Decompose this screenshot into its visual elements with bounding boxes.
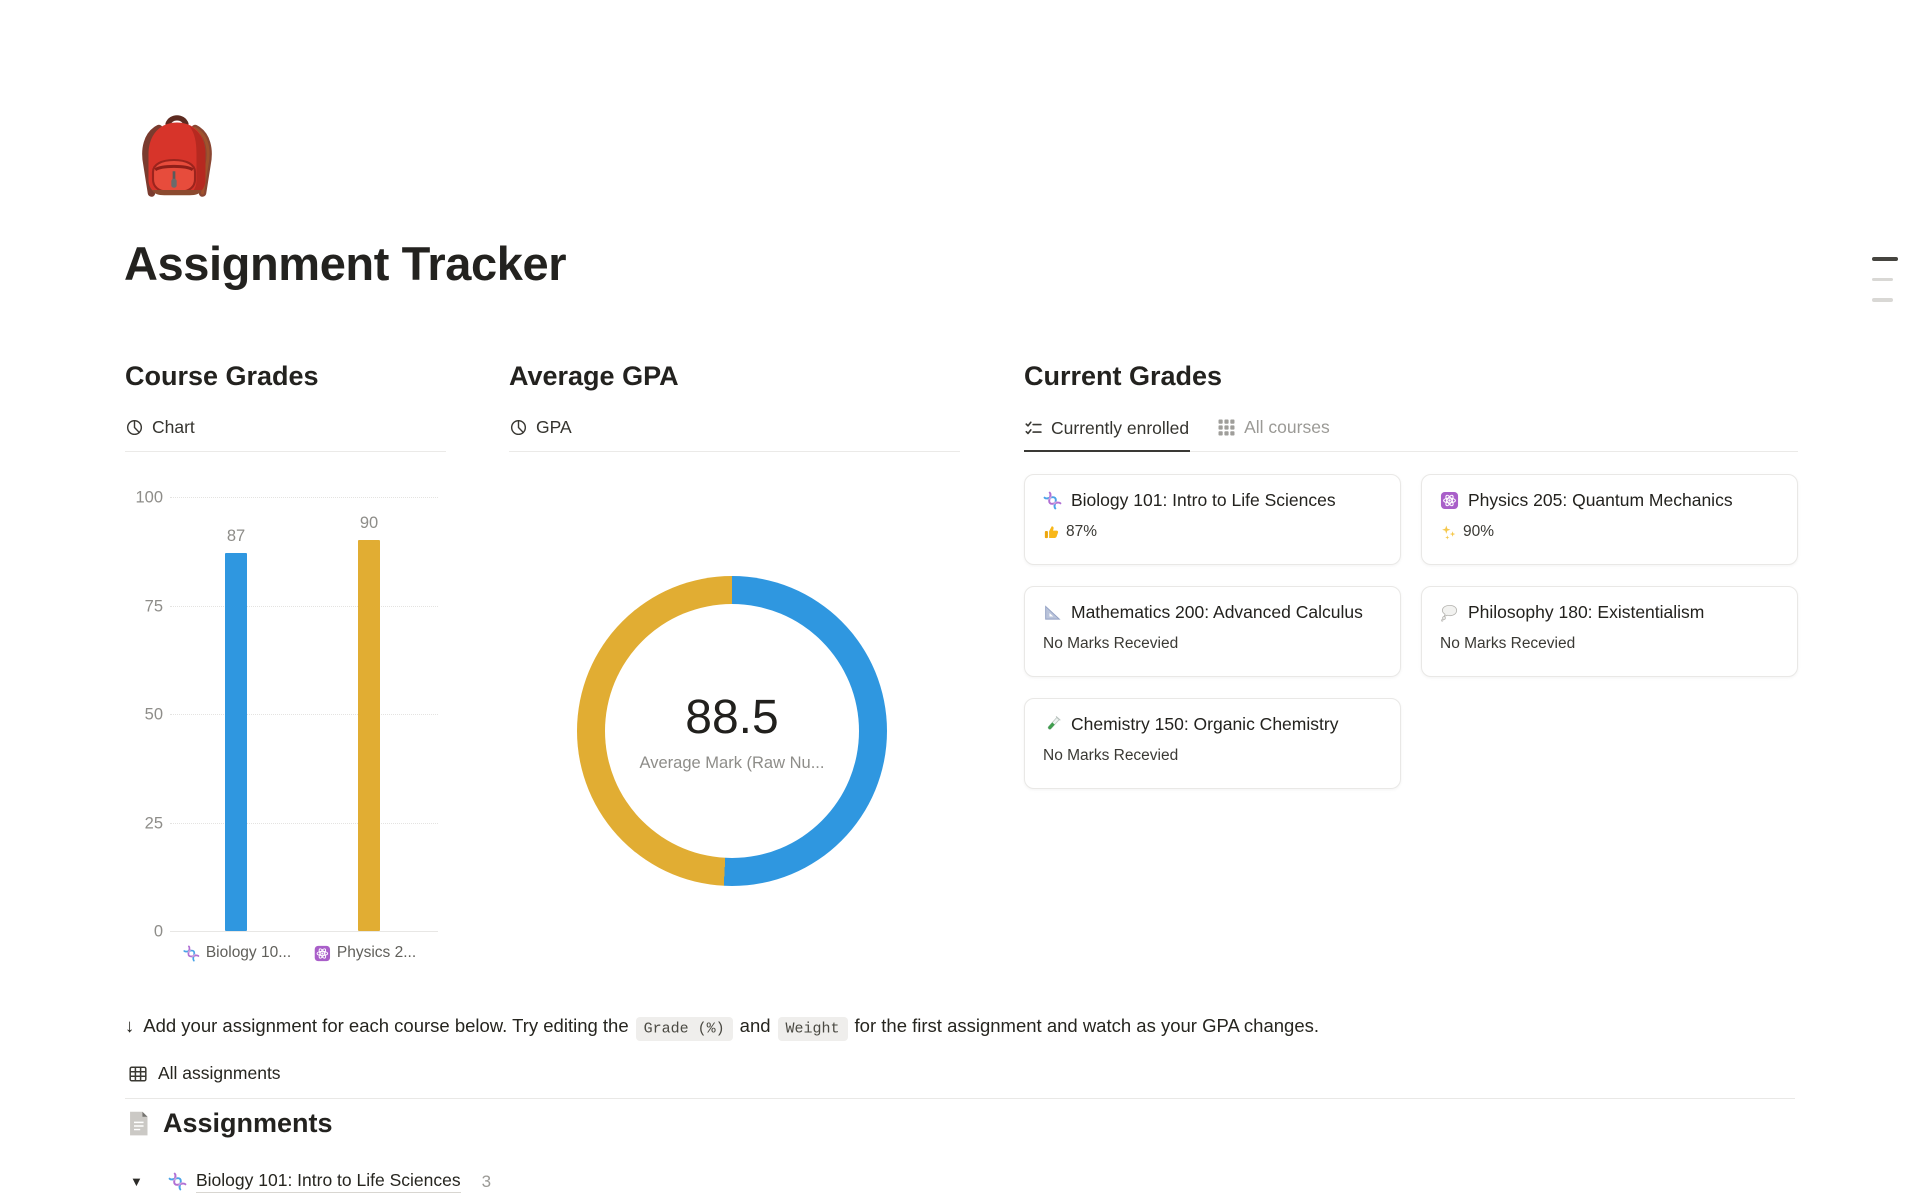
donut-ring [577,576,887,886]
dna-icon [168,1172,187,1191]
course-mark: No Marks Recevied [1043,635,1179,652]
course-mark: No Marks Recevied [1440,635,1576,652]
dna-icon [1043,491,1062,510]
help-text-between: and [739,1015,771,1036]
course-title: Chemistry 150: Organic Chemistry [1071,714,1339,734]
y-tick: 0 [153,922,163,941]
course-card-chemistry[interactable]: Chemistry 150: Organic Chemistry No Mark… [1024,698,1401,789]
course-title: Philosophy 180: Existentialism [1468,602,1705,622]
gridline-25 [170,823,438,824]
course-mark: 90% [1463,523,1495,540]
y-tick: 50 [144,705,163,724]
toc-line [1872,277,1893,281]
inline-code-grade: Grade (%) [635,1016,733,1041]
thought-balloon-icon [1440,603,1459,622]
course-grades-heading: Course Grades [125,361,319,391]
down-arrow-icon: ↓ [125,1015,135,1036]
atom-icon [1440,491,1459,510]
tab-all-courses-label: All courses [1244,417,1330,437]
pie-chart-icon [125,418,144,437]
tab-gpa-label: GPA [536,417,572,437]
gridline-50 [170,714,438,715]
tab-chart[interactable]: Chart [125,417,196,451]
backpack-icon [123,106,231,214]
average-gpa-donut-chart: 88.5 Average Mark (Raw Nu... [509,474,960,974]
course-mark: 87% [1066,523,1098,540]
course-card-biology[interactable]: Biology 101: Intro to Life Sciences 87% [1024,474,1401,565]
course-card-mathematics[interactable]: Mathematics 200: Advanced Calculus No Ma… [1024,586,1401,677]
triangular-ruler-icon [1043,603,1062,622]
x-axis-line [170,931,438,932]
x-label-text: Biology 10... [205,944,292,961]
average-mark-label: Average Mark (Raw Nu... [639,753,825,772]
donut-center-text: 88.5 Average Mark (Raw Nu... [577,576,887,886]
assignment-group-link[interactable]: Biology 101: Intro to Life Sciences [196,1170,461,1193]
course-title: Mathematics 200: Advanced Calculus [1071,602,1363,622]
assignments-heading-label: Assignments [163,1108,333,1138]
toc-line [1872,298,1893,302]
grid-icon [1217,418,1236,437]
course-card-philosophy[interactable]: Philosophy 180: Existentialism No Marks … [1421,586,1798,677]
course-grades-bar-chart: 100 75 50 25 0 87 90 Biology 10... Physi… [125,474,446,974]
test-tube-icon [1043,715,1062,734]
thumbs-up-icon [1043,524,1060,541]
x-label-text: Physics 2... [336,944,417,961]
all-assignments-link[interactable]: All assignments [128,1063,281,1084]
current-grades-section: Current Grades Currently enrolled All co… [1024,360,1798,974]
course-grades-viewbar: Chart [125,417,446,452]
bar-physics: 90 [358,514,380,931]
table-icon [128,1064,148,1084]
course-title: Physics 205: Quantum Mechanics [1468,490,1733,510]
y-tick: 75 [144,597,163,616]
average-gpa-section: Average GPA GPA 88.5 Average Mark (Raw N… [509,360,960,974]
average-gpa-heading: Average GPA [509,361,679,391]
tab-currently-enrolled-label: Currently enrolled [1051,417,1190,438]
toc-line-active [1872,257,1898,261]
course-cards-grid: Biology 101: Intro to Life Sciences 87% … [1024,474,1798,789]
y-tick: 25 [144,814,163,833]
tab-chart-label: Chart [152,417,195,437]
average-gpa-viewbar: GPA [509,417,960,452]
inline-code-weight: Weight [777,1016,848,1041]
document-icon [125,1110,152,1137]
course-card-physics[interactable]: Physics 205: Quantum Mechanics 90% [1421,474,1798,565]
course-mark: No Marks Recevied [1043,747,1179,764]
page-icon-backpack[interactable] [123,106,231,214]
gridline-75 [170,606,438,607]
section-divider [125,1098,1795,1099]
help-text-after: for the first assignment and watch as yo… [854,1015,1319,1036]
bar-biology: 87 [225,527,247,931]
sparkles-icon [1440,524,1457,541]
assignments-heading: Assignments [125,1108,333,1139]
gridline-100 [170,497,438,498]
course-title: Biology 101: Intro to Life Sciences [1071,490,1336,510]
atom-icon [314,945,331,962]
help-paragraph: ↓ Add your assignment for each course bel… [125,1012,1815,1042]
assignment-group-count: 3 [481,1171,492,1191]
assignment-group-row: ▼ Biology 101: Intro to Life Sciences 3 [130,1170,491,1193]
dashboard-columns: Course Grades Chart 100 75 50 25 0 87 90 [125,360,1798,974]
page-title[interactable]: Assignment Tracker [124,237,567,290]
checklist-icon [1024,419,1043,438]
average-mark-value: 88.5 [685,690,779,744]
current-grades-viewbar: Currently enrolled All courses [1024,417,1798,452]
bar-value-label: 87 [226,526,246,545]
help-text-before: Add your assignment for each course belo… [143,1015,629,1036]
y-tick: 100 [135,488,163,507]
x-label-biology: Biology 10... [183,944,291,962]
tab-all-courses[interactable]: All courses [1217,417,1331,451]
course-grades-section: Course Grades Chart 100 75 50 25 0 87 90 [125,360,446,974]
tab-currently-enrolled[interactable]: Currently enrolled [1024,417,1191,452]
pie-chart-icon [509,418,528,437]
current-grades-heading: Current Grades [1024,361,1223,391]
dna-icon [183,945,200,962]
all-assignments-label: All assignments [158,1063,281,1083]
table-of-contents-indicator[interactable] [1872,257,1898,302]
toggle-triangle-icon[interactable]: ▼ [130,1174,143,1189]
bar-value-label: 90 [359,513,379,532]
tab-gpa[interactable]: GPA [509,417,573,451]
x-label-physics: Physics 2... [314,944,416,962]
